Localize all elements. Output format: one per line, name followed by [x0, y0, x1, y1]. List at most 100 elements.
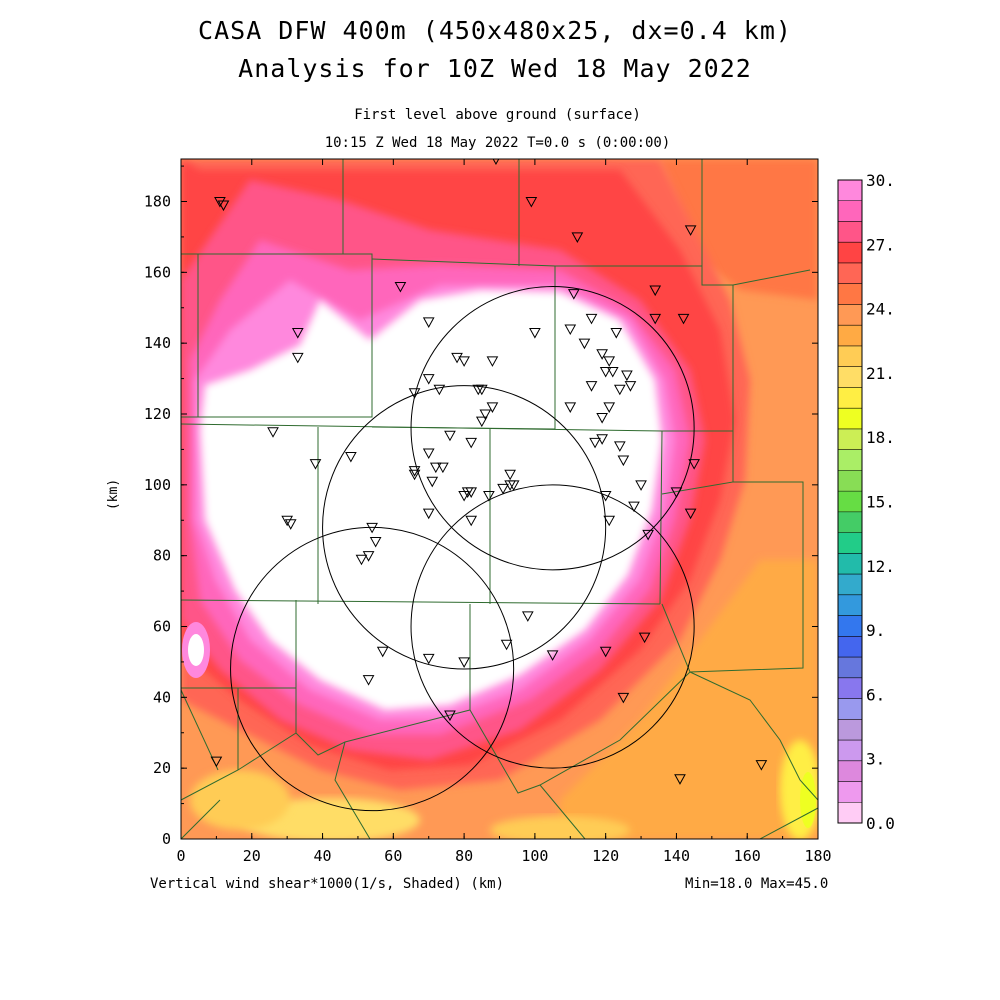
station-marker: [585, 381, 598, 392]
station-marker: [422, 653, 435, 665]
station-marker: [214, 197, 226, 208]
colorbar-swatch: [838, 408, 862, 430]
station-marker: [369, 537, 382, 548]
station-marker: [475, 384, 488, 396]
station-marker: [504, 469, 516, 481]
station-marker: [291, 328, 304, 339]
colorbar-swatch: [838, 740, 862, 762]
station-marker: [684, 225, 697, 236]
colorbar-frame: [837, 179, 863, 824]
station-marker: [596, 349, 608, 360]
x-tick-label: 80: [455, 847, 473, 865]
station-marker: [571, 232, 584, 243]
station-marker: [642, 529, 654, 541]
colorbar-swatch: [838, 491, 862, 513]
colorbar-label: 21.: [866, 364, 895, 383]
colorbar-swatch: [838, 636, 862, 658]
colorbar-swatch: [838, 532, 862, 554]
station-markers: [210, 159, 768, 785]
x-tick-label: 120: [592, 847, 619, 865]
station-marker: [755, 760, 768, 771]
station-marker: [465, 487, 478, 498]
station-marker: [628, 501, 640, 513]
station-marker: [674, 774, 686, 785]
station-marker: [603, 356, 616, 367]
x-tick-label: 0: [176, 847, 185, 865]
colorbar-label: 24.: [866, 300, 895, 319]
y-tick-label: 40: [153, 688, 171, 706]
radar-ring-1: [410, 286, 695, 571]
colorbar-swatch: [838, 180, 862, 202]
colorbar-label: 30.: [866, 171, 895, 190]
station-marker: [610, 328, 623, 339]
station-marker: [362, 675, 375, 686]
station-marker: [408, 388, 421, 399]
station-marker: [521, 611, 534, 622]
station-marker: [635, 480, 647, 491]
field-label-text: Vertical wind shear*1000(1/s, Shaded): [150, 876, 462, 892]
station-marker: [567, 289, 580, 300]
colorbar-swatch: [838, 345, 862, 368]
x-tick-label: 40: [314, 847, 332, 865]
station-marker: [525, 197, 538, 208]
station-marker: [578, 338, 591, 350]
station-marker: [603, 515, 616, 527]
x-tick-label: 20: [243, 847, 261, 865]
station-marker: [291, 352, 304, 364]
station-marker: [603, 402, 616, 413]
station-marker: [677, 313, 690, 325]
colorbar-swatch: [838, 698, 862, 720]
colorbar-swatch: [838, 242, 862, 264]
colorbar-swatch: [838, 366, 862, 388]
time-subtitle: 10:15 Z Wed 18 May 2022 T=0.0 s (0:00:00…: [324, 135, 671, 151]
station-marker: [475, 416, 488, 428]
colorbar-label: 27.: [866, 235, 895, 254]
colorbar-label: 9.: [866, 621, 885, 640]
radar-ring-2: [322, 385, 607, 670]
colorbar-swatch: [838, 283, 862, 305]
y-tick-label: 120: [144, 405, 171, 423]
station-marker: [638, 632, 651, 644]
station-marker: [497, 483, 509, 495]
y-tick-label: 80: [153, 547, 171, 565]
station-marker: [688, 459, 700, 470]
y-tick-label: 0: [162, 830, 171, 848]
colorbar-swatch: [838, 470, 862, 492]
station-marker: [589, 437, 601, 449]
station-marker: [596, 413, 608, 424]
level-subtitle: First level above ground (surface): [354, 107, 641, 123]
radar-ring-3: [230, 526, 515, 812]
station-marker: [408, 469, 421, 481]
station-marker: [422, 317, 435, 328]
y-tick-label: 140: [144, 334, 171, 352]
station-marker: [613, 384, 626, 396]
station-marker: [486, 402, 499, 413]
axes: 0 20 40 60 80 100 120 140 160 180 0 20 40 60 80 100 120 1…: [144, 159, 832, 865]
field-label: Vertical wind shear*1000(1/s, Shaded) (k…: [150, 876, 504, 892]
y-tick-label: 20: [153, 759, 171, 777]
station-marker: [408, 466, 421, 477]
colorbar-swatch: [838, 221, 862, 243]
x-tick-label: 100: [521, 847, 548, 865]
x-tick-label: 180: [804, 847, 831, 865]
station-marker: [376, 646, 389, 658]
station-marker: [529, 328, 541, 339]
station-marker: [617, 455, 630, 467]
colorbar-swatch: [838, 200, 862, 222]
station-marker: [458, 356, 470, 367]
colorbar-label: 0.0: [866, 814, 895, 833]
colorbar-swatch: [838, 511, 862, 534]
station-marker: [433, 384, 446, 396]
station-marker: [437, 462, 449, 474]
colorbar-label: 6.: [866, 685, 885, 704]
colorbar-swatch: [838, 304, 862, 326]
shear-field: [181, 159, 818, 839]
radar-rings: [230, 286, 695, 812]
station-marker: [546, 650, 559, 661]
station-marker: [422, 508, 435, 520]
station-marker: [345, 452, 357, 463]
colorbar-swatch: [838, 677, 862, 700]
station-marker: [465, 515, 478, 527]
station-marker: [267, 427, 279, 438]
